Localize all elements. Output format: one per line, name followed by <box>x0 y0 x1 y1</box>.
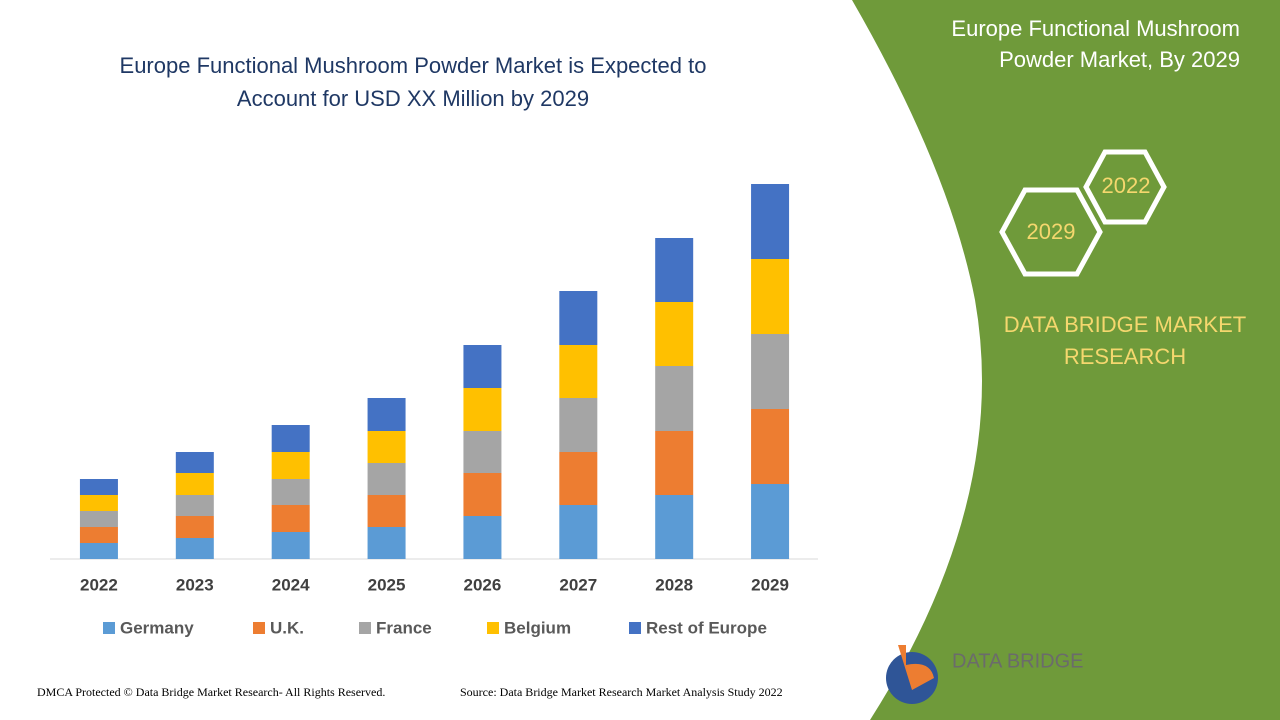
bar-segment <box>463 388 502 431</box>
legend-swatch <box>103 622 115 634</box>
bar-segment <box>79 527 118 543</box>
x-tick-label: 2025 <box>368 575 406 594</box>
bar-segment <box>655 238 694 302</box>
brand: RESEARCH <box>1064 344 1186 369</box>
footer: Source: Data Bridge Market Research Mark… <box>460 685 783 699</box>
legend-label: Rest of Europe <box>646 618 767 637</box>
logo-text: DATA BRIDGE <box>952 650 1084 672</box>
bar-segment <box>79 543 118 559</box>
legend-swatch <box>253 622 265 634</box>
bar-segment <box>175 516 214 538</box>
panel-title: Europe Functional Mushroom <box>951 16 1240 41</box>
bar-segment <box>271 532 310 559</box>
brand: DATA BRIDGE MARKET <box>1004 312 1246 337</box>
bar-segment <box>559 452 598 505</box>
bar-segment <box>655 366 694 431</box>
chart-title: Account for USD XX Million by 2029 <box>237 86 589 111</box>
bar-segment <box>751 409 790 484</box>
x-tick-label: 2029 <box>751 575 789 594</box>
bar-segment <box>655 495 694 559</box>
bar-segment <box>175 473 214 495</box>
panel-title: Powder Market, By 2029 <box>999 47 1240 72</box>
bar-segment <box>79 479 118 495</box>
bar-segment <box>463 516 502 559</box>
side-panel <box>852 0 1280 720</box>
hexagon <box>1083 149 1167 225</box>
bar-segment <box>751 484 790 559</box>
hex-label: 2022 <box>1102 173 1151 198</box>
footer: DMCA Protected © Data Bridge Market Rese… <box>37 685 385 699</box>
bar-segment <box>463 345 502 388</box>
bar-segment <box>271 505 310 532</box>
bar-segment <box>367 527 406 559</box>
bar-segment <box>367 398 406 431</box>
legend-swatch <box>359 622 371 634</box>
legend-label: Germany <box>120 618 194 637</box>
x-tick-label: 2028 <box>655 575 693 594</box>
bar-segment <box>559 398 598 452</box>
hexagon <box>999 187 1103 277</box>
bar-segment <box>367 463 406 495</box>
bar-segment <box>751 259 790 334</box>
bar-segment <box>367 431 406 463</box>
bar-segment <box>751 184 790 259</box>
legend-label: U.K. <box>270 618 304 637</box>
hex-label: 2029 <box>1027 219 1076 244</box>
legend-label: France <box>376 618 432 637</box>
bar-segment <box>271 479 310 505</box>
bar-segment <box>655 431 694 495</box>
legend-label: Belgium <box>504 618 571 637</box>
bar-segment <box>463 473 502 516</box>
bar-segment <box>175 538 214 559</box>
x-tick-label: 2023 <box>176 575 214 594</box>
x-tick-label: 2027 <box>559 575 597 594</box>
x-tick-label: 2022 <box>80 575 118 594</box>
bar-segment <box>751 334 790 409</box>
chart-title: Europe Functional Mushroom Powder Market… <box>120 53 707 78</box>
bar-segment <box>271 452 310 479</box>
bar-segment <box>79 495 118 511</box>
logo-mark <box>898 645 934 690</box>
bar-segment <box>655 302 694 366</box>
x-tick-label: 2024 <box>272 575 310 594</box>
legend-swatch <box>487 622 499 634</box>
bar-segment <box>175 452 214 473</box>
bar-segment <box>559 505 598 559</box>
bar-segment <box>463 431 502 473</box>
x-tick-label: 2026 <box>464 575 502 594</box>
bar-segment <box>559 291 598 345</box>
bar-segment <box>271 425 310 452</box>
bar-segment <box>79 511 118 527</box>
legend-swatch <box>629 622 641 634</box>
bar-segment <box>367 495 406 527</box>
bar-segment <box>175 495 214 516</box>
bar-segment <box>559 345 598 398</box>
